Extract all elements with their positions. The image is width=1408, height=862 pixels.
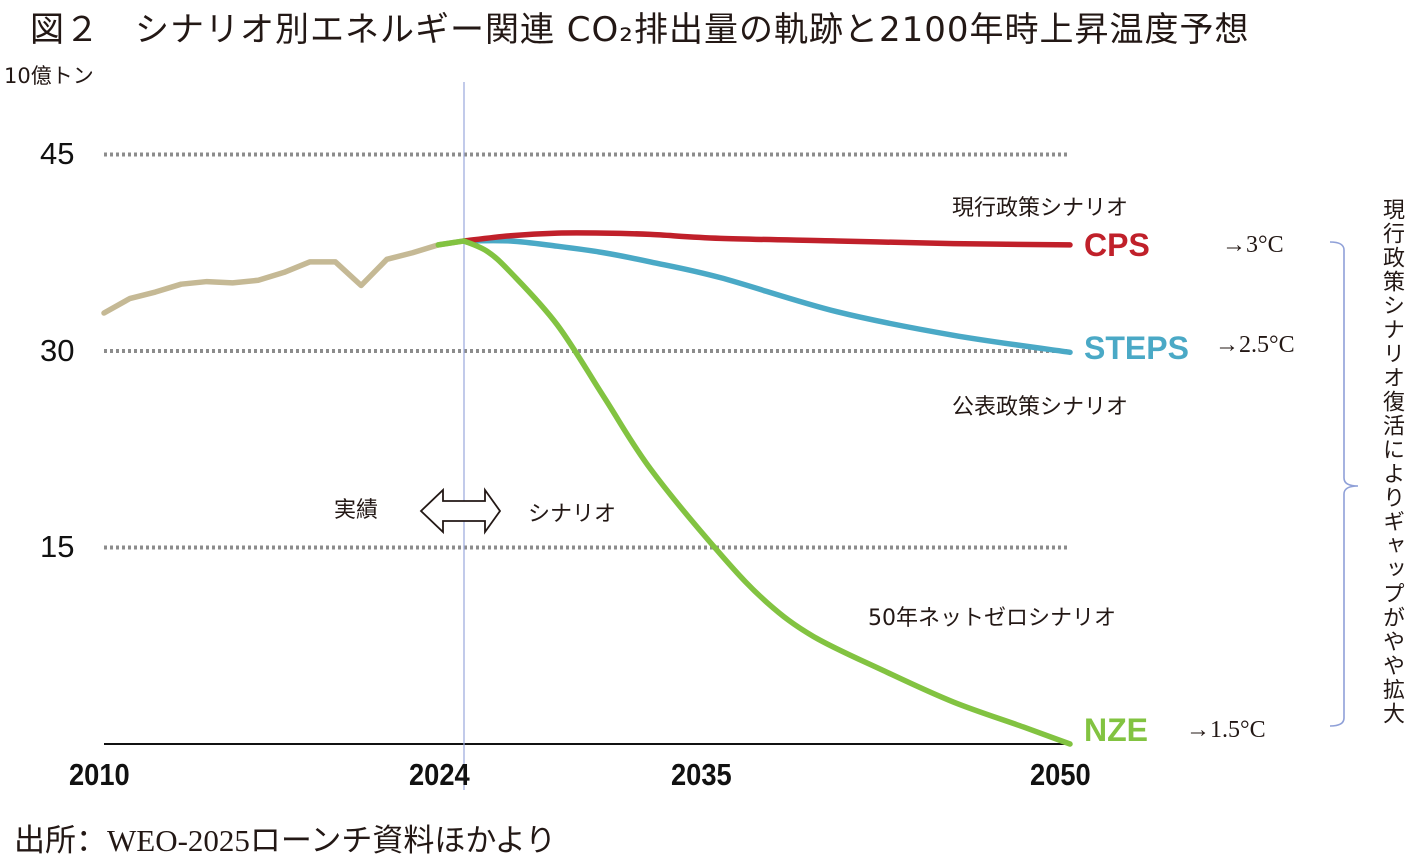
annotation-scenario: シナリオ	[528, 502, 617, 527]
temperature-nze: →1.5°C	[1186, 717, 1266, 743]
y-axis-label: 10億トン	[4, 64, 94, 88]
side-note: 現行政策シナリオ復活によりギャップがやや拡大	[1379, 198, 1404, 726]
x-tick-label-2050: 2050	[1030, 757, 1091, 792]
series-line-history	[101, 238, 467, 316]
double-arrow-icon	[419, 487, 502, 535]
temperature-cps: →3°C	[1222, 232, 1284, 258]
series-label-cps: CPS	[1084, 227, 1150, 263]
junction-highlight	[435, 238, 467, 248]
x-tick-label-2010: 2010	[69, 757, 130, 792]
x-tick-label-2035: 2035	[671, 757, 732, 792]
series-label-nze: NZE	[1084, 712, 1148, 748]
annotation-actual: 実績	[334, 498, 379, 523]
annotation-nze-name: 50年ネットゼロシナリオ	[868, 606, 1116, 631]
temperature-steps: →2.5°C	[1215, 332, 1295, 358]
annotation-steps-name: 公表政策シナリオ	[952, 395, 1129, 420]
y-tick-label-30: 30	[40, 333, 75, 368]
series-line-steps	[461, 237, 1073, 356]
chart-title: 図２ シナリオ別エネルギー関連 CO₂排出量の軌跡と2100年時上昇温度予想	[30, 10, 1250, 50]
bracket-icon	[1329, 241, 1359, 727]
series-line-cps	[461, 230, 1073, 248]
y-tick-label-45: 45	[40, 136, 75, 171]
annotation-cps-name: 現行政策シナリオ	[952, 196, 1129, 221]
series-line-nze	[461, 238, 1073, 747]
series-label-steps: STEPS	[1084, 330, 1189, 366]
source-note: 出所：WEO-2025ローンチ資料ほかより	[14, 823, 557, 858]
y-tick-label-15: 15	[40, 529, 75, 564]
x-tick-label-2024: 2024	[409, 757, 470, 792]
